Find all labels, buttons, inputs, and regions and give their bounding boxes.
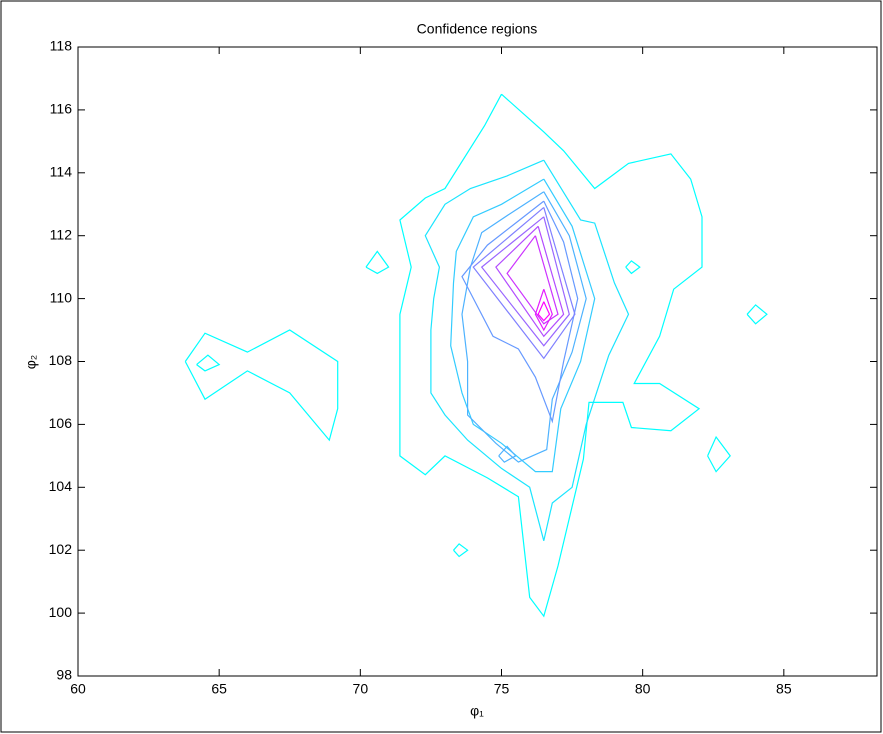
chart-title: Confidence regions xyxy=(417,21,538,37)
contour-line xyxy=(472,206,576,360)
contour-line xyxy=(537,301,551,322)
contour-line xyxy=(506,235,559,325)
y-tick-label: 104 xyxy=(49,478,73,494)
contour-line xyxy=(461,200,579,424)
y-axis-label: φ₂ xyxy=(23,355,39,370)
x-tick-label: 80 xyxy=(635,681,651,697)
contour-line xyxy=(495,225,565,338)
x-tick-label: 85 xyxy=(776,681,792,697)
y-tick-label: 100 xyxy=(49,604,73,620)
y-tick-label: 110 xyxy=(50,289,73,305)
y-tick-label: 118 xyxy=(50,38,73,54)
contour-line xyxy=(184,93,768,618)
contour-line xyxy=(450,178,596,473)
y-tick-label: 114 xyxy=(50,164,73,180)
contour-line xyxy=(480,216,570,347)
y-tick-label: 102 xyxy=(49,541,73,557)
plot-area xyxy=(77,46,878,677)
x-axis-label: φ₁ xyxy=(470,703,484,719)
y-tick-label: 106 xyxy=(49,415,73,431)
contour-line xyxy=(424,159,630,541)
y-tick-label: 112 xyxy=(50,226,73,242)
contour-line xyxy=(534,289,553,332)
y-tick-label: 116 xyxy=(50,101,73,117)
x-tick-label: 70 xyxy=(353,681,369,697)
x-tick-label: 65 xyxy=(211,681,227,697)
x-tick-label: 60 xyxy=(70,681,86,697)
y-tick-label: 98 xyxy=(56,667,72,683)
y-tick-label: 108 xyxy=(49,352,73,368)
x-tick-label: 75 xyxy=(494,681,510,697)
contour-line xyxy=(461,191,587,463)
